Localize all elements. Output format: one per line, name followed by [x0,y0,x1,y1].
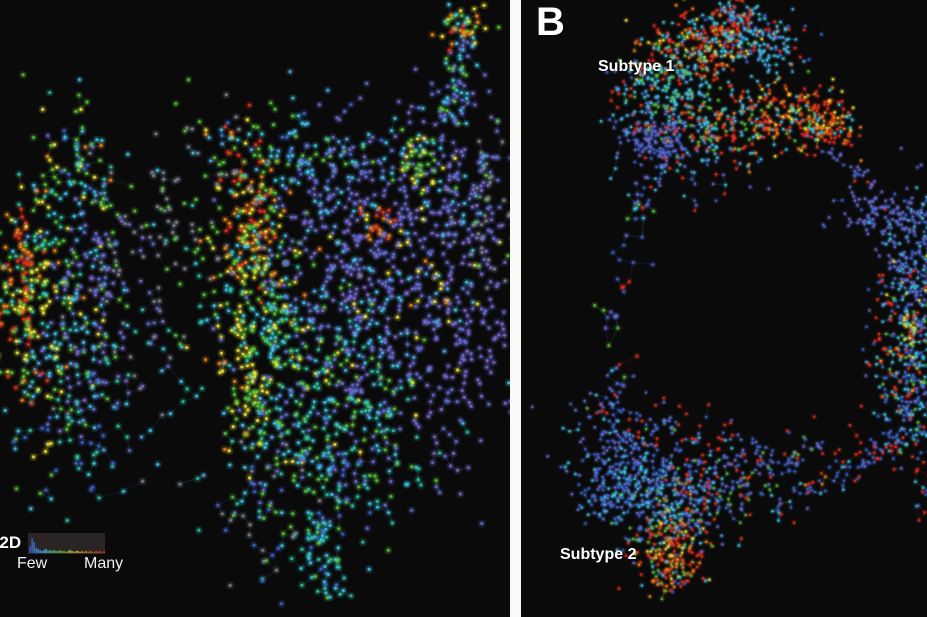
panel-b-label: B [536,0,565,44]
legend-histogram [28,533,105,554]
panel-divider [510,0,521,617]
subtype-1-label: Subtype 1 [598,58,675,75]
legend-title: T2D [0,533,22,552]
panel-a: T2D Few Many [0,0,510,617]
panel-b: B Subtype 1 Subtype 2 [521,0,927,617]
network-canvas-left [0,0,510,617]
legend-high-label: Many [84,555,124,572]
subtype-2-label: Subtype 2 [560,546,637,563]
network-canvas-right [521,0,927,617]
legend-low-label: Few [17,555,48,572]
